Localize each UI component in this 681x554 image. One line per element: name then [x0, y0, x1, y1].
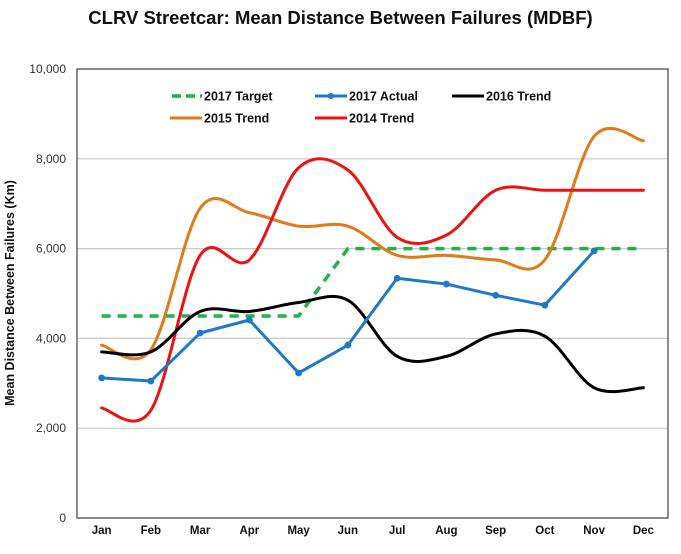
legend-label: 2014 Trend [349, 112, 414, 126]
legend-item: 2017 Actual [315, 90, 418, 104]
data-point [393, 274, 401, 282]
chart-title: CLRV Streetcar: Mean Distance Between Fa… [88, 7, 593, 28]
series-2016-trend [100, 295, 645, 394]
y-tick-label: 4,000 [36, 331, 66, 345]
series-line [100, 249, 596, 383]
series-line [100, 127, 645, 361]
x-tick-label: Sep [485, 525, 506, 537]
x-tick-label: Jan [92, 525, 112, 537]
gridlines [77, 158, 668, 429]
legend: 2017 Target 2017 Actual 2016 Trend 2015 Tre… [170, 90, 551, 126]
data-point [541, 301, 549, 309]
legend-label: 2015 Trend [204, 112, 269, 126]
series-2017-target [101, 246, 644, 318]
y-tick-label: 8,000 [36, 152, 66, 166]
data-point [245, 316, 253, 324]
data-point [344, 341, 352, 349]
x-tick-label: Dec [633, 525, 655, 537]
plot-frame [76, 68, 669, 519]
y-tick-label: 2,000 [36, 421, 66, 435]
x-tick-label: Feb [141, 525, 161, 537]
legend-item: 2015 Trend [170, 112, 269, 126]
legend-item: 2014 Trend [315, 112, 414, 126]
data-point [492, 291, 500, 299]
x-tick-label: Jun [338, 525, 358, 537]
series-2014-trend [100, 157, 645, 423]
series-line [100, 295, 645, 394]
legend-item: 2016 Trend [452, 90, 551, 104]
data-point [442, 280, 450, 288]
legend-label: 2016 Trend [486, 90, 551, 104]
data-point [295, 369, 303, 377]
series-line [101, 246, 644, 318]
series-2017-actual [98, 247, 598, 385]
legend-marker [328, 93, 334, 99]
data-point [98, 374, 106, 382]
x-tick-label: Jul [389, 525, 406, 537]
y-axis-label: Mean Distance Between Failures (Km) [3, 180, 17, 406]
data-point [590, 247, 598, 255]
y-tick-label: 10,000 [29, 62, 66, 76]
x-tick-label: May [287, 525, 310, 537]
x-tick-label: Nov [583, 525, 605, 537]
y-tick-label: 0 [59, 511, 66, 525]
y-ticks: 0 2,000 4,000 6,000 8,000 10,000 [29, 62, 66, 525]
series-line [100, 157, 645, 423]
data-point [147, 377, 155, 385]
data-point [196, 329, 204, 337]
x-tick-label: Aug [435, 525, 457, 537]
x-tick-label: Mar [190, 525, 211, 537]
series-2015-trend [100, 127, 645, 361]
legend-label: 2017 Target [204, 90, 273, 104]
legend-item: 2017 Target [172, 90, 273, 104]
legend-label: 2017 Actual [349, 90, 418, 104]
x-tick-label: Apr [239, 525, 259, 537]
x-ticks: Jan Feb Mar Apr May Jun Jul Aug Sep Oct Nov Dec [92, 525, 655, 537]
y-tick-label: 6,000 [36, 242, 66, 256]
series [98, 127, 645, 423]
x-tick-label: Oct [535, 525, 554, 537]
